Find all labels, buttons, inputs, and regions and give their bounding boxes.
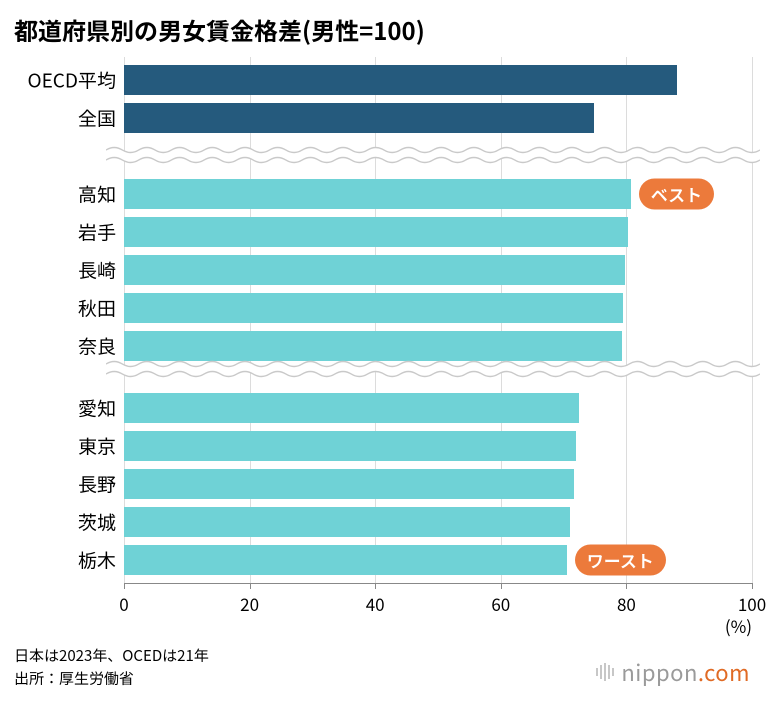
wavy-divider [106,145,760,165]
bar-label: 栃木 [78,547,116,574]
bar [124,217,628,247]
x-axis-unit: (%) [725,613,752,638]
x-axis: (%) 020406080100 [124,583,752,643]
bar-label: 長野 [78,471,116,498]
bar-label: 東京 [78,433,116,460]
badge: ベスト [639,179,714,210]
footnotes: 日本は2023年、OCEDは21年 出所：厚生労働省 [14,645,209,690]
bar-row: 愛知 [124,391,752,425]
x-axis-line [124,583,752,584]
x-tick-label: 80 [617,591,636,616]
bar [124,179,631,209]
bars-layer: OECD平均全国高知ベスト岩手長崎秋田奈良愛知東京長野茨城栃木ワースト [124,57,752,583]
bar-label: 岩手 [78,219,116,246]
bar-row: 長野 [124,467,752,501]
bar [124,293,623,323]
bar-label: 愛知 [78,395,116,422]
bar-label: 茨城 [78,509,116,536]
bar-label: 長崎 [78,257,116,284]
bar [124,431,576,461]
bar [124,545,567,575]
x-tick [501,583,502,589]
footnote-line: 出所：厚生労働省 [14,668,209,691]
bar-row: 東京 [124,429,752,463]
x-tick [250,583,251,589]
x-tick [375,583,376,589]
wavy-divider [106,359,760,379]
x-tick-label: 40 [366,591,385,616]
x-tick [124,583,125,589]
chart-title: 都道府県別の男女賃金格差(男性=100) [0,0,766,47]
bar-row: 高知ベスト [124,177,752,211]
bar [124,331,622,361]
bar-row: 栃木ワースト [124,543,752,577]
bar [124,103,594,133]
x-tick-label: 60 [491,591,510,616]
plot-area: OECD平均全国高知ベスト岩手長崎秋田奈良愛知東京長野茨城栃木ワースト [124,57,752,583]
bar [124,393,579,423]
bar-label: 秋田 [78,295,116,322]
bar [124,469,574,499]
bar-row: 茨城 [124,505,752,539]
chart: OECD平均全国高知ベスト岩手長崎秋田奈良愛知東京長野茨城栃木ワースト (%) … [14,57,752,643]
bar-label: 奈良 [78,333,116,360]
footnote-line: 日本は2023年、OCEDは21年 [14,645,209,668]
bar-row: 全国 [124,101,752,135]
bar [124,507,570,537]
brand: nippon.com [595,656,750,688]
x-tick [626,583,627,589]
grid-line [752,57,753,583]
bar [124,65,677,95]
bar-label: 高知 [78,181,116,208]
bar-row: 奈良 [124,329,752,363]
x-tick-label: 0 [119,591,128,616]
bar-label: OECD平均 [28,67,116,94]
brand-icon [595,662,615,682]
x-tick-label: 100 [738,591,766,616]
badge: ワースト [575,545,666,576]
bar-row: 岩手 [124,215,752,249]
bar-row: 長崎 [124,253,752,287]
bar-row: OECD平均 [124,63,752,97]
brand-text: nippon.com [621,656,750,688]
bar-label: 全国 [78,105,116,132]
bar-row: 秋田 [124,291,752,325]
bar [124,255,625,285]
x-tick-label: 20 [240,591,259,616]
x-tick [752,583,753,589]
